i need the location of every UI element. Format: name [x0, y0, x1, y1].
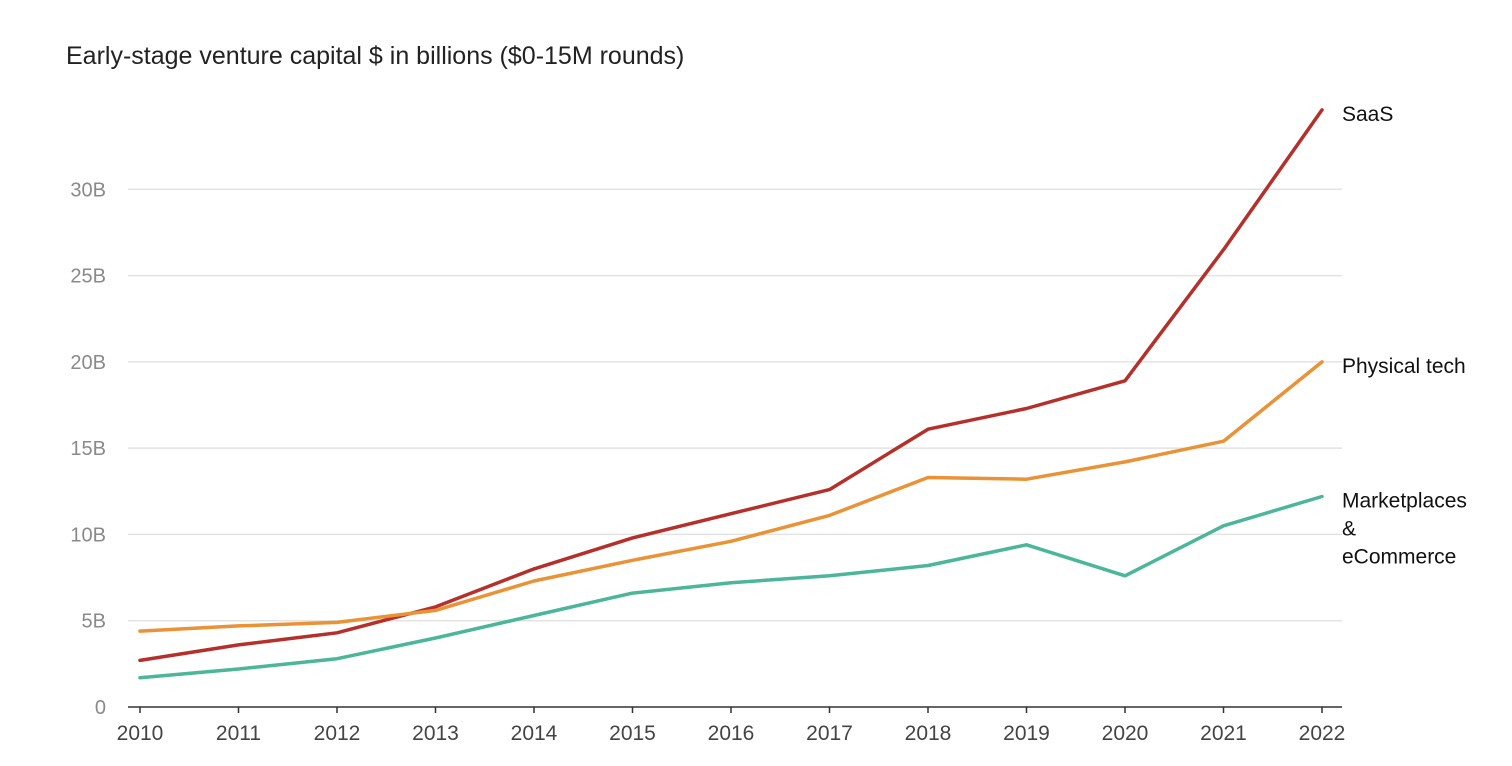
- x-tick-label: 2015: [609, 722, 656, 745]
- series-line-marketplaces-ecommerce: [138, 494, 1324, 680]
- x-tick-label: 2012: [314, 722, 361, 745]
- x-tick-label: 2014: [511, 722, 558, 745]
- y-tick-label: 25B: [70, 266, 106, 288]
- x-tick-label: 2017: [806, 722, 853, 745]
- y-axis: 0 5B 10B 15B 20B 25B 30B: [70, 179, 106, 719]
- x-tick-label: 2016: [708, 722, 755, 745]
- series-label-physical-tech: Physical tech: [1342, 355, 1466, 378]
- y-tick-label: 30B: [70, 179, 106, 201]
- x-tick-label: 2022: [1299, 722, 1346, 745]
- series-line-saas: [138, 108, 1324, 663]
- x-tick-label: 2019: [1003, 722, 1050, 745]
- series-labels: SaaS Physical tech Marketplaces & eCommerce: [1342, 103, 1467, 569]
- series-label-marketplaces-ecommerce: Marketplaces & eCommerce: [1342, 489, 1467, 568]
- x-tick-label: 2018: [905, 722, 952, 745]
- x-tick-label: 2021: [1200, 722, 1247, 745]
- gridlines: [128, 188, 1342, 622]
- series-lines: [138, 108, 1324, 680]
- y-tick-label: 0: [95, 697, 106, 719]
- chart-title: Early-stage venture capital $ in billion…: [66, 42, 685, 70]
- series-label-saas: SaaS: [1342, 103, 1393, 126]
- x-axis: 2010 2011 2012 2013 2014 2015 2016 2017 2018 2019…: [117, 706, 1346, 745]
- series-line-physical-tech: [138, 360, 1324, 633]
- y-tick-label: 10B: [70, 524, 106, 546]
- y-tick-label: 20B: [70, 352, 106, 374]
- x-tick-label: 2020: [1102, 722, 1149, 745]
- x-tick-label: 2013: [412, 722, 459, 745]
- x-tick-label: 2011: [216, 722, 261, 745]
- x-tick-label: 2010: [117, 722, 164, 745]
- y-tick-label: 15B: [70, 438, 106, 460]
- y-tick-label: 5B: [82, 611, 106, 633]
